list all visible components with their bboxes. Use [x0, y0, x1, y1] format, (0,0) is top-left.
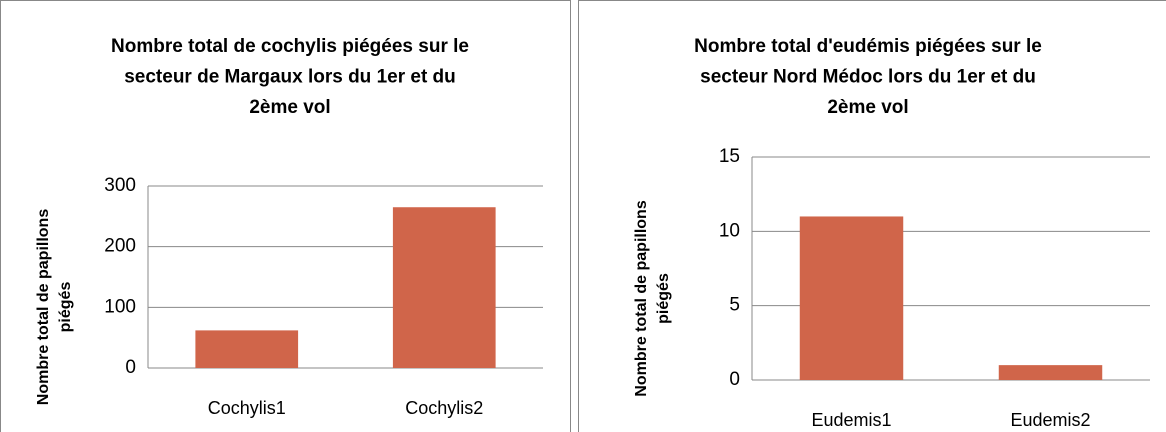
- chart-title: 2ème vol: [249, 97, 330, 118]
- bar: [998, 365, 1103, 380]
- x-tick-label: Eudemis1: [811, 410, 891, 430]
- y-tick-label: 200: [104, 236, 136, 257]
- x-tick-label: Cochylis1: [208, 398, 286, 418]
- y-tick-label: 100: [104, 296, 136, 317]
- bar: [195, 330, 299, 368]
- x-tick-label: Eudemis2: [1010, 410, 1090, 430]
- chart-title: 2ème vol: [827, 97, 908, 118]
- bar: [799, 216, 904, 380]
- chart-title: secteur de Margaux lors du 1er et du: [124, 67, 456, 88]
- y-tick-label: 0: [729, 369, 740, 390]
- chart-title: Nombre total d'eudémis piégées sur le: [694, 36, 1042, 57]
- y-tick-label: 10: [719, 220, 740, 241]
- y-axis-label: Nombre total de papillons: [633, 200, 650, 397]
- chart-title: Nombre total de cochylis piégées sur le: [111, 36, 469, 57]
- y-axis-label: Nombre total de papillons: [35, 209, 52, 406]
- bar: [392, 207, 496, 368]
- x-tick-label: Cochylis2: [405, 398, 483, 418]
- y-axis-label: piégés: [57, 282, 74, 333]
- y-tick-label: 15: [719, 146, 740, 167]
- y-tick-label: 300: [104, 175, 136, 196]
- y-axis-label: piégés: [655, 273, 672, 324]
- y-tick-label: 5: [729, 295, 740, 316]
- y-tick-label: 0: [125, 357, 136, 378]
- chart-title: secteur Nord Médoc lors du 1er et du: [700, 67, 1036, 88]
